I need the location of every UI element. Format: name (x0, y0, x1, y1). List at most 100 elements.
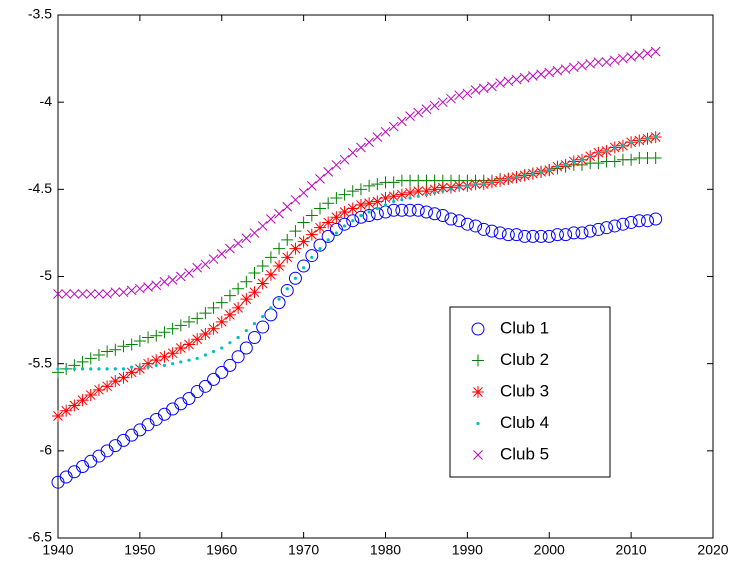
marker (446, 93, 456, 104)
marker (158, 350, 171, 363)
marker (248, 331, 261, 345)
marker (326, 238, 330, 242)
marker (264, 268, 277, 281)
legend-label: Club 2 (500, 350, 549, 369)
marker (583, 224, 597, 238)
marker (323, 167, 334, 177)
marker (159, 276, 170, 287)
marker (289, 225, 302, 238)
marker (85, 289, 96, 299)
marker (346, 185, 359, 198)
marker (346, 214, 360, 228)
marker (539, 170, 543, 174)
marker (354, 183, 367, 196)
marker (130, 365, 134, 369)
marker (637, 138, 641, 143)
marker (609, 55, 620, 66)
y-tick-label: -4.5 (28, 180, 52, 196)
marker (69, 289, 80, 299)
marker (290, 194, 301, 205)
y-tick-label: -5 (40, 267, 53, 283)
marker (362, 208, 376, 222)
marker (580, 158, 584, 162)
marker (387, 190, 400, 203)
marker (624, 215, 638, 229)
marker (477, 222, 491, 236)
marker (52, 409, 64, 422)
marker (354, 199, 367, 212)
marker (342, 224, 347, 228)
marker (642, 48, 653, 59)
marker (89, 367, 93, 371)
marker (76, 394, 89, 407)
marker (528, 71, 538, 81)
marker (277, 297, 281, 301)
marker (305, 249, 319, 263)
marker (150, 329, 163, 342)
marker (421, 104, 432, 114)
marker (282, 201, 293, 212)
marker (371, 178, 384, 191)
marker (403, 203, 417, 217)
legend-label: Club 1 (500, 318, 549, 337)
marker (101, 345, 114, 358)
marker (302, 266, 306, 270)
marker (346, 202, 359, 215)
marker (419, 205, 433, 219)
marker (379, 192, 392, 205)
marker (568, 62, 579, 73)
y-tick-label: -4 (40, 93, 53, 109)
marker (518, 229, 532, 243)
marker (400, 198, 404, 202)
marker (523, 173, 527, 177)
marker (207, 301, 220, 314)
marker (428, 207, 442, 221)
marker (199, 307, 212, 320)
x-tick-label: 1950 (124, 542, 155, 558)
marker (192, 262, 203, 273)
marker (591, 222, 605, 236)
marker (559, 228, 573, 242)
marker (572, 159, 576, 164)
marker (654, 135, 658, 139)
marker (215, 365, 229, 379)
marker (363, 179, 376, 192)
marker (64, 367, 68, 371)
marker (433, 191, 437, 195)
marker (252, 321, 257, 326)
marker (109, 343, 122, 356)
marker (462, 88, 473, 99)
marker (118, 287, 129, 298)
marker (138, 365, 142, 369)
marker (560, 64, 571, 74)
marker (351, 219, 355, 223)
marker (424, 192, 429, 197)
marker (585, 58, 596, 69)
marker (142, 357, 155, 370)
marker (588, 154, 592, 158)
marker (68, 399, 81, 412)
marker (490, 180, 494, 184)
marker (187, 358, 191, 362)
marker (233, 238, 243, 249)
marker (216, 248, 227, 259)
marker (261, 314, 265, 319)
marker (375, 206, 379, 211)
marker (223, 358, 237, 372)
marker (387, 203, 401, 217)
marker (102, 289, 112, 299)
marker (404, 186, 417, 199)
marker (166, 322, 179, 335)
marker (143, 282, 153, 292)
marker (322, 216, 335, 229)
legend-label: Club 3 (500, 381, 549, 400)
marker (363, 197, 376, 210)
marker (604, 149, 609, 153)
marker (248, 286, 261, 299)
marker (457, 185, 461, 190)
marker (601, 57, 612, 67)
marker (248, 267, 261, 280)
marker (445, 181, 457, 194)
